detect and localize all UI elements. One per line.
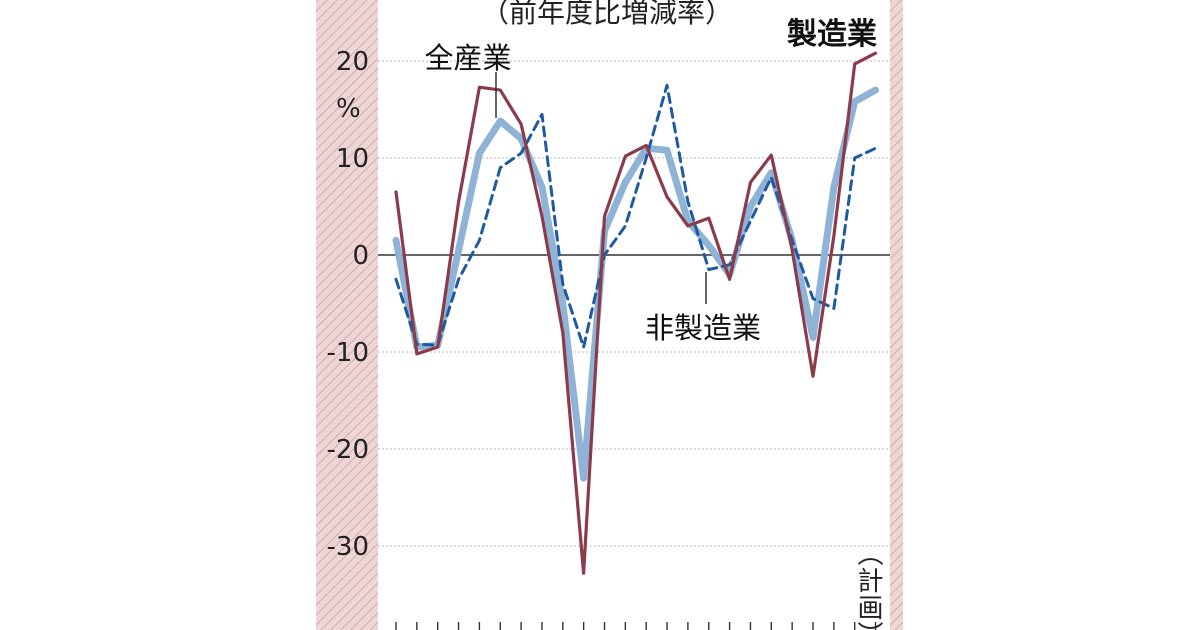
series-label-all-industries: 全産業 [424,41,511,75]
series-line-all [392,86,879,482]
series-label-manufacturing: 製造業 [787,17,877,52]
y-tick-label: 0 [352,241,369,271]
y-tick-label: 10 [336,144,369,174]
right-hatch-panel [890,0,903,630]
unit-label: % [336,94,361,124]
series-line-mfg [394,51,878,575]
y-tick-label: -20 [327,435,369,465]
series-label-non-manufacturing: 非製造業 [645,311,761,345]
chart-title: （前年度比増減率） [481,0,733,29]
x-axis-ticks [395,622,877,630]
y-tick-label: -30 [327,532,369,562]
y-tick-label: -10 [327,338,369,368]
y-tick-label: 20 [336,47,369,77]
series-line-nonmfg [394,83,877,349]
plan-note: （計画） [853,540,883,630]
left-hatch-panel [316,0,378,630]
series-lines [392,51,879,575]
gridlines [378,60,890,547]
